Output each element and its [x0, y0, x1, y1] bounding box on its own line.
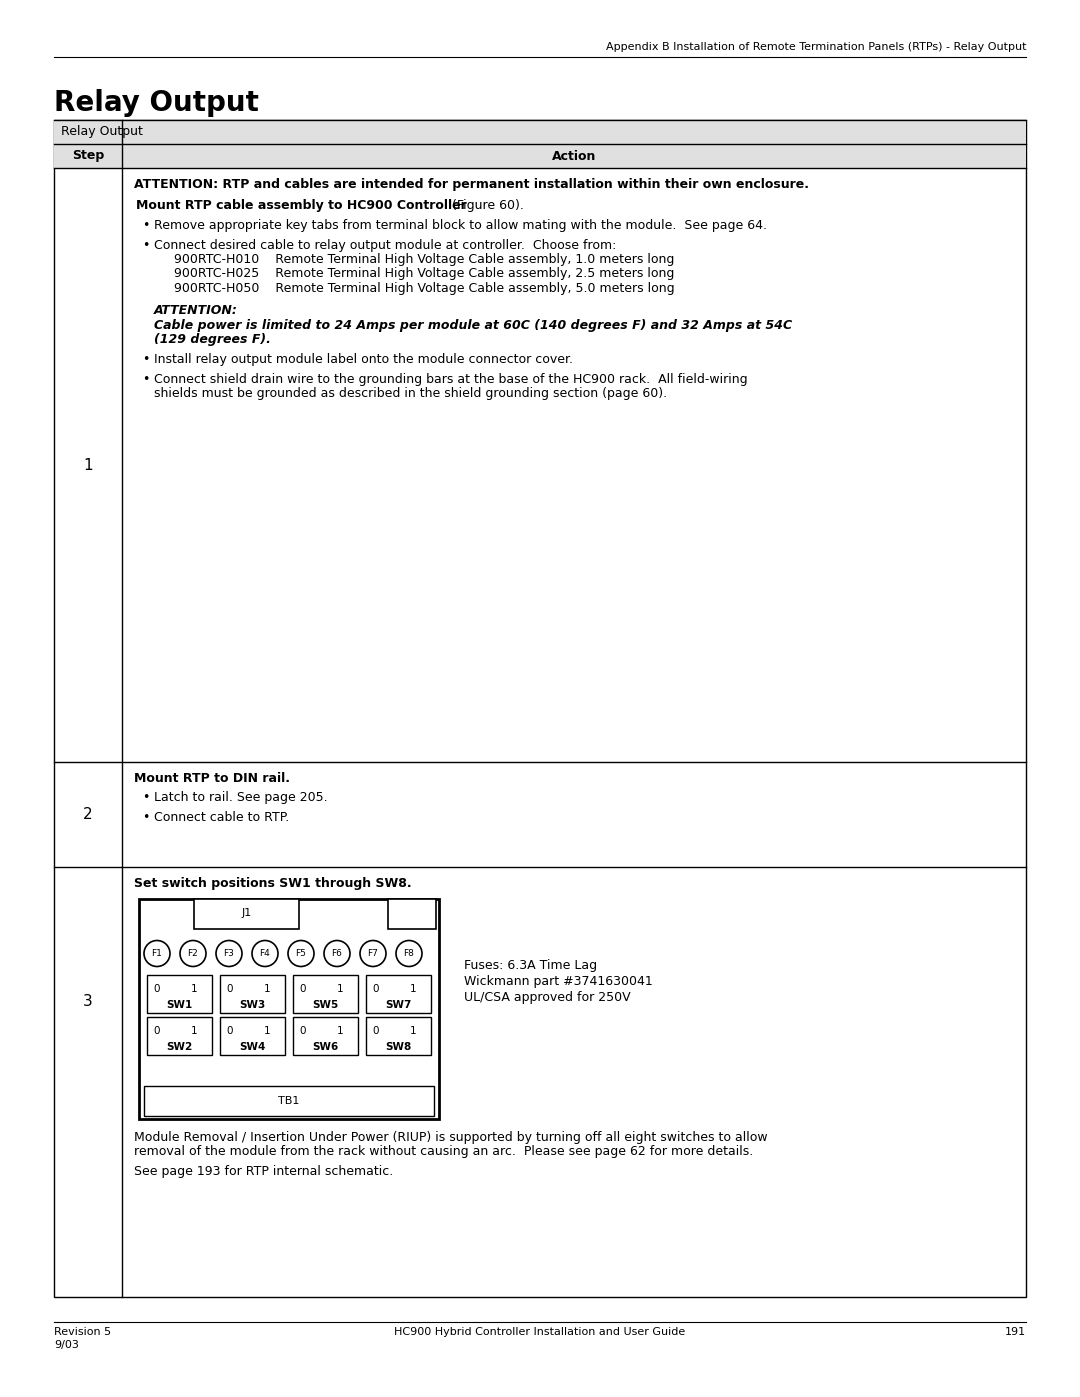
Text: Fuses: 6.3A Time Lag: Fuses: 6.3A Time Lag [464, 958, 597, 971]
Text: F6: F6 [332, 949, 342, 958]
Text: F1: F1 [151, 949, 162, 958]
Text: ATTENTION: RTP and cables are intended for permanent installation within their o: ATTENTION: RTP and cables are intended f… [134, 177, 809, 191]
Text: Revision 5: Revision 5 [54, 1327, 111, 1337]
Text: •: • [141, 812, 149, 824]
Text: 191: 191 [1004, 1327, 1026, 1337]
Text: SW4: SW4 [240, 1042, 266, 1052]
Text: 0: 0 [299, 1025, 306, 1035]
Text: 900RTC-H025    Remote Terminal High Voltage Cable assembly, 2.5 meters long: 900RTC-H025 Remote Terminal High Voltage… [174, 267, 674, 281]
Text: HC900 Hybrid Controller Installation and User Guide: HC900 Hybrid Controller Installation and… [394, 1327, 686, 1337]
Bar [194, 898, 299, 929]
Circle shape [144, 940, 170, 967]
Text: Mount RTP to DIN rail.: Mount RTP to DIN rail. [134, 773, 291, 785]
Text: SW1: SW1 [166, 999, 192, 1010]
Text: removal of the module from the rack without causing an arc.  Please see page 62 : removal of the module from the rack with… [134, 1146, 753, 1158]
Text: 1: 1 [83, 457, 93, 472]
Bar [54, 120, 1026, 144]
Text: Cable power is limited to 24 Amps per module at 60C (140 degrees F) and 32 Amps : Cable power is limited to 24 Amps per mo… [154, 319, 792, 332]
Text: Install relay output module label onto the module connector cover.: Install relay output module label onto t… [154, 353, 573, 366]
Text: •: • [141, 792, 149, 805]
Bar [147, 1017, 212, 1055]
Text: F8: F8 [404, 949, 415, 958]
Circle shape [324, 940, 350, 967]
Circle shape [252, 940, 278, 967]
Text: •: • [141, 373, 149, 386]
Text: UL/CSA approved for 250V: UL/CSA approved for 250V [464, 990, 631, 1003]
Text: (129 degrees F).: (129 degrees F). [154, 334, 271, 346]
Text: Mount RTP cable assembly to HC900 Controller: Mount RTP cable assembly to HC900 Contro… [136, 198, 467, 211]
Text: Appendix B Installation of Remote Termination Panels (RTPs) - Relay Output: Appendix B Installation of Remote Termin… [606, 42, 1026, 52]
Text: F2: F2 [188, 949, 199, 958]
Text: Relay Output: Relay Output [60, 126, 143, 138]
Text: SW2: SW2 [166, 1042, 192, 1052]
Bar [220, 1017, 285, 1055]
Text: F4: F4 [259, 949, 270, 958]
Text: Remove appropriate key tabs from terminal block to allow mating with the module.: Remove appropriate key tabs from termina… [154, 219, 767, 232]
Text: 0: 0 [153, 983, 160, 993]
Text: F3: F3 [224, 949, 234, 958]
Text: Module Removal / Insertion Under Power (RIUP) is supported by turning off all ei: Module Removal / Insertion Under Power (… [134, 1130, 768, 1144]
Bar [54, 120, 1026, 1296]
Text: 1: 1 [410, 983, 417, 993]
Text: 0: 0 [226, 1025, 232, 1035]
Text: SW7: SW7 [386, 999, 411, 1010]
Text: (Figure 60).: (Figure 60). [448, 198, 524, 211]
Text: Connect shield drain wire to the grounding bars at the base of the HC900 rack.  : Connect shield drain wire to the groundi… [154, 373, 747, 386]
Text: 900RTC-H010    Remote Terminal High Voltage Cable assembly, 1.0 meters long: 900RTC-H010 Remote Terminal High Voltage… [174, 253, 674, 265]
Text: •: • [141, 239, 149, 251]
Bar [144, 1085, 434, 1115]
Text: 1: 1 [191, 983, 198, 993]
Text: F5: F5 [296, 949, 307, 958]
Circle shape [216, 940, 242, 967]
Text: See page 193 for RTP internal schematic.: See page 193 for RTP internal schematic. [134, 1165, 393, 1178]
Text: 0: 0 [372, 983, 378, 993]
Text: 9/03: 9/03 [54, 1340, 79, 1350]
Bar [220, 975, 285, 1013]
Text: SW5: SW5 [312, 999, 339, 1010]
Text: 2: 2 [83, 807, 93, 821]
Text: ATTENTION:: ATTENTION: [154, 305, 238, 317]
Text: 3: 3 [83, 995, 93, 1010]
Bar [293, 1017, 357, 1055]
Text: SW8: SW8 [386, 1042, 411, 1052]
Text: 1: 1 [264, 983, 271, 993]
Bar [388, 898, 436, 929]
Text: •: • [141, 353, 149, 366]
Text: 0: 0 [153, 1025, 160, 1035]
Text: J1: J1 [241, 908, 252, 918]
Text: 1: 1 [191, 1025, 198, 1035]
Text: 0: 0 [226, 983, 232, 993]
Bar [293, 975, 357, 1013]
Bar [147, 975, 212, 1013]
Text: Latch to rail. See page 205.: Latch to rail. See page 205. [154, 792, 327, 805]
Text: 1: 1 [337, 983, 343, 993]
Text: TB1: TB1 [279, 1095, 299, 1105]
Bar [139, 898, 438, 1119]
Circle shape [288, 940, 314, 967]
Text: Connect desired cable to relay output module at controller.  Choose from:: Connect desired cable to relay output mo… [154, 239, 617, 251]
Text: 900RTC-H050    Remote Terminal High Voltage Cable assembly, 5.0 meters long: 900RTC-H050 Remote Terminal High Voltage… [174, 282, 675, 295]
Text: SW6: SW6 [312, 1042, 339, 1052]
Text: F7: F7 [367, 949, 378, 958]
Text: 0: 0 [372, 1025, 378, 1035]
Text: 1: 1 [264, 1025, 271, 1035]
Text: Action: Action [552, 149, 596, 162]
Text: Step: Step [72, 149, 104, 162]
Text: 1: 1 [337, 1025, 343, 1035]
Text: Wickmann part #3741630041: Wickmann part #3741630041 [464, 975, 652, 988]
Text: •: • [141, 219, 149, 232]
Bar [54, 144, 1026, 168]
Circle shape [396, 940, 422, 967]
Circle shape [180, 940, 206, 967]
Bar [366, 1017, 431, 1055]
Text: 1: 1 [410, 1025, 417, 1035]
Text: Set switch positions SW1 through SW8.: Set switch positions SW1 through SW8. [134, 877, 411, 890]
Text: SW3: SW3 [240, 999, 266, 1010]
Circle shape [360, 940, 386, 967]
Text: shields must be grounded as described in the shield grounding section (page 60).: shields must be grounded as described in… [154, 387, 667, 400]
Text: Connect cable to RTP.: Connect cable to RTP. [154, 812, 289, 824]
Bar [366, 975, 431, 1013]
Text: Relay Output: Relay Output [54, 89, 259, 117]
Text: 0: 0 [299, 983, 306, 993]
